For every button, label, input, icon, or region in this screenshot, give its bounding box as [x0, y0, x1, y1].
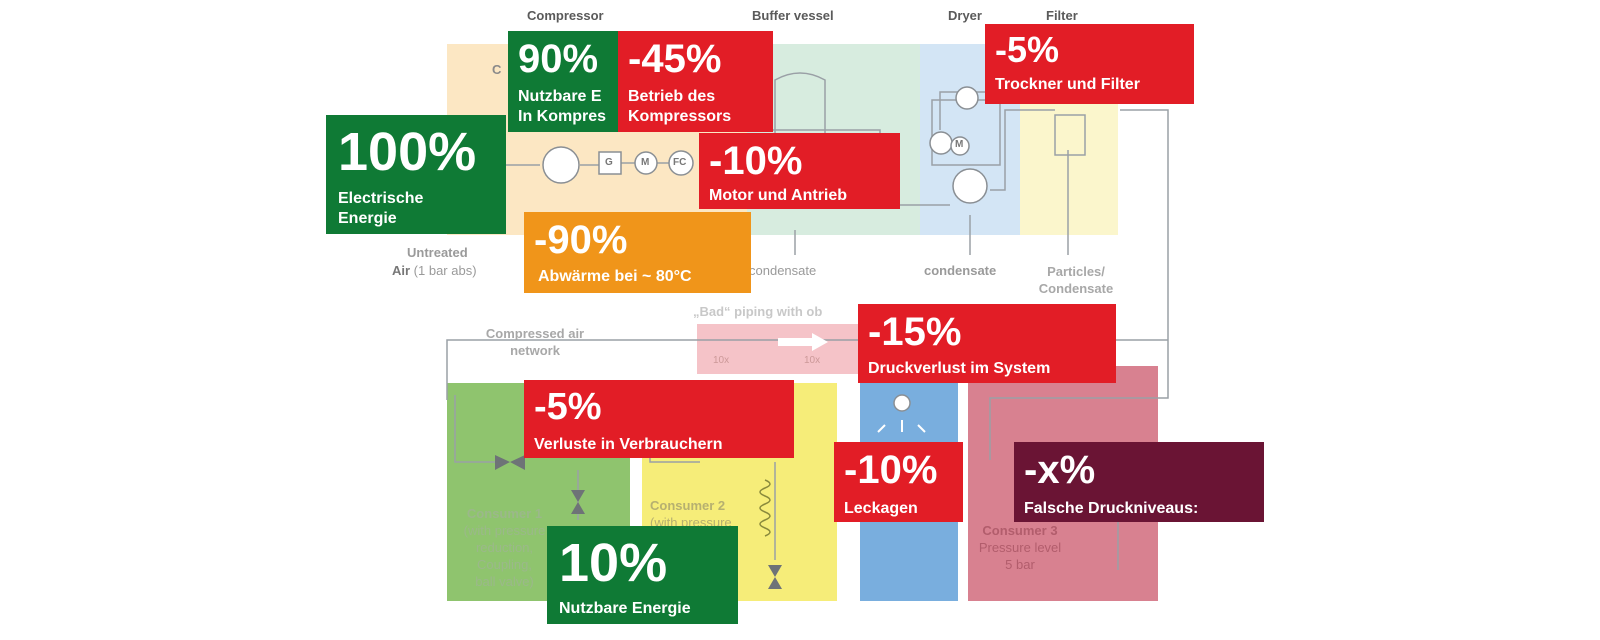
motor-drive-percent: -10% [709, 139, 803, 183]
consumer-1-title: Consumer 1 [466, 506, 543, 521]
consumer-3-title: Consumer 3 [982, 523, 1058, 538]
consumer-1-line3: reduction, [475, 540, 534, 555]
network-label: Compressed air network [470, 325, 600, 359]
bad-piping-zone [697, 324, 860, 374]
leakages-percent: -10% [844, 448, 938, 492]
callout-consumer-losses: -5% Verluste in Verbrauchern [524, 380, 794, 458]
callout-dryer-filter: -5% Trockner und Filter [985, 24, 1194, 104]
network-line1: Compressed air [485, 326, 585, 341]
wrong-pressure-line1: Falsche Druckniveaus: [1024, 500, 1199, 517]
usable-in-compressor-line2: In Kompres [518, 108, 607, 125]
dryer-filter-line1: Trockner und Filter [995, 76, 1140, 93]
bad-piping-label: „Bad“ piping with ob [693, 304, 823, 319]
filter-stage-label: Filter [1046, 8, 1078, 23]
generator-label: G [605, 157, 613, 168]
callout-usable-in-compressor: 90% Nutzbare E In Kompres [508, 31, 623, 132]
usable-energy-line1: Nutzbare Energie [559, 600, 691, 617]
untreated-air-line2: Air (1 bar abs) [392, 263, 477, 278]
callout-electric-energy: 100% Electrische Energie [326, 115, 506, 234]
callout-pressure-loss: -15% Druckverlust im System [858, 304, 1116, 383]
usable-in-compressor-line1: Nutzbare E [518, 88, 602, 105]
piping-mark-1: 10x [713, 355, 730, 366]
callout-wrong-pressure: -x% Falsche Druckniveaus: [1014, 442, 1264, 522]
network-line2: network [510, 343, 560, 358]
pressure-loss-percent: -15% [868, 310, 962, 354]
callout-usable-energy: 10% Nutzbare Energie [547, 526, 738, 624]
condensate-dryer-label: condensate [924, 263, 997, 278]
dryer-motor-label: M [955, 139, 964, 150]
wrong-pressure-percent: -x% [1024, 448, 1096, 492]
leakages-line1: Leckagen [844, 500, 918, 517]
pressure-loss-line1: Druckverlust im System [868, 360, 1051, 377]
consumer-3-label: Consumer 3 Pressure level 5 bar [975, 522, 1065, 573]
motor-drive-line1: Motor und Antrieb [709, 187, 848, 204]
usable-energy-percent: 10% [559, 533, 668, 593]
untreated-air-bold: Air [392, 263, 411, 278]
callout-motor-drive: -10% Motor und Antrieb [699, 133, 900, 209]
particles-line2: Condensate [1038, 281, 1114, 296]
callout-compressor-operation: -45% Betrieb des Kompressors [618, 31, 773, 132]
usable-in-compressor-percent: 90% [518, 37, 599, 81]
electric-energy-percent: 100% [338, 122, 477, 182]
compressor-operation-line2: Kompressors [628, 108, 732, 125]
particles-line1: Particles/ [1047, 264, 1105, 279]
buffer-vessel-stage-label: Buffer vessel [752, 8, 834, 23]
dryer-stage-label: Dryer [948, 8, 982, 23]
compressor-operation-line1: Betrieb des [628, 88, 716, 105]
consumer-1-line2: (with pressure [463, 523, 546, 538]
electric-energy-line2: Energie [338, 210, 397, 227]
consumer-1-line4: Coupling, [477, 557, 532, 572]
consumer-losses-percent: -5% [534, 386, 602, 428]
consumer-1-line5: ball valve) [475, 574, 534, 589]
consumer-2-title: Consumer 2 [650, 498, 726, 513]
consumer-1-label: Consumer 1 (with pressure reduction, Cou… [447, 505, 562, 590]
compressor-stage-label: Compressor [527, 8, 604, 23]
callout-leakages: -10% Leckagen [834, 442, 963, 522]
consumer-3-line2: Pressure level [978, 540, 1062, 555]
frequency-converter-label: FC [673, 157, 687, 168]
waste-heat-line1: Abwärme bei ~ 80°C [538, 268, 692, 285]
compressor-box-label: C [492, 62, 502, 77]
consumer-3-line3: 5 bar [1005, 557, 1035, 572]
untreated-air-rest: (1 bar abs) [410, 263, 477, 278]
consumer-losses-line1: Verluste in Verbrauchern [534, 436, 723, 453]
callout-waste-heat: -90% Abwärme bei ~ 80°C [524, 212, 751, 293]
condensate-buffer-label: condensate [749, 263, 817, 278]
particles-condensate-label: Particles/ Condensate [1026, 263, 1126, 297]
electric-energy-line1: Electrische [338, 190, 424, 207]
piping-mark-2: 10x [804, 355, 821, 366]
waste-heat-percent: -90% [534, 218, 628, 262]
compressor-operation-percent: -45% [628, 37, 722, 81]
motor-label: M [641, 157, 650, 168]
dryer-filter-percent: -5% [995, 29, 1060, 70]
untreated-air-line1: Untreated [407, 245, 468, 260]
